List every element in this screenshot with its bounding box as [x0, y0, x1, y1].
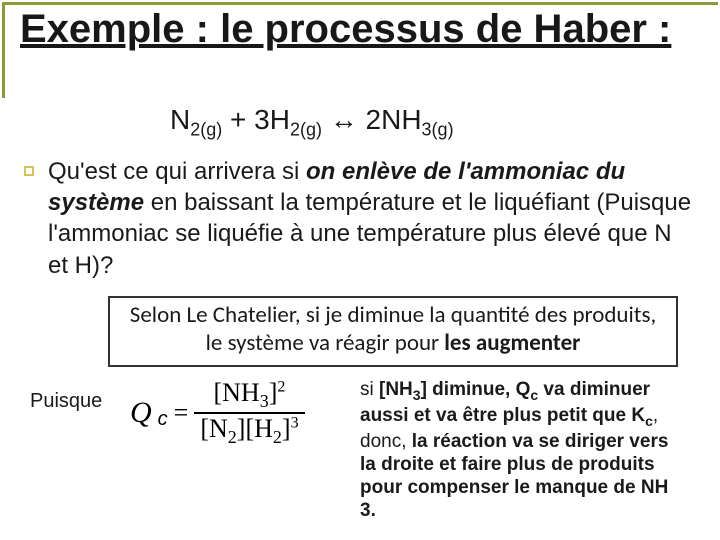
eq-h2-sub: 2(g): [290, 120, 322, 140]
qc-denominator: [N2][H2]3: [194, 412, 304, 448]
expl-b1-close: ] diminue, Q: [421, 379, 531, 400]
qc-expression: Qc = [NH3]2 [N2][H2]3: [130, 378, 360, 448]
qc-sub: c: [158, 408, 168, 431]
title-area: Exemple : le processus de Haber :: [20, 6, 700, 52]
lechatelier-callout: Selon Le Chatelier, si je diminue la qua…: [108, 296, 678, 367]
explanation-text: si [NH3] diminue, Qc va diminuer aussi e…: [360, 378, 680, 522]
qc-numerator: [NH3]2: [194, 378, 304, 412]
den-h-sup: 3: [291, 415, 299, 432]
qc-fraction: [NH3]2 [N2][H2]3: [194, 378, 304, 448]
expl-qc-sub: c: [530, 387, 538, 403]
expl-pre: si: [360, 379, 379, 400]
expl-b1-sub: 3: [413, 387, 421, 403]
num-sup2: 2: [277, 378, 285, 395]
den-n: [N: [200, 414, 227, 443]
eq-plus-h2: + 3H: [222, 104, 290, 135]
num-nh: [NH: [214, 378, 260, 407]
eq-arrow-nh3: ↔ 2NH: [322, 104, 422, 135]
qc-Q: Q: [130, 396, 152, 430]
q-pre: Qu'est ce qui arrivera si: [48, 158, 306, 185]
num-sub3: 3: [260, 391, 269, 411]
den-h-sub: 2: [273, 427, 282, 447]
puisque-label: Puisque: [30, 378, 130, 413]
bullet-icon: [24, 166, 34, 176]
expl-b1: [NH: [379, 379, 413, 400]
reaction-equation: N2(g) + 3H2(g) ↔ 2NH3(g): [170, 104, 590, 141]
q-post: en baissant la température et le liquéfi…: [48, 189, 691, 278]
callout-bold: les augmenter: [444, 329, 580, 357]
qc-equals: =: [174, 398, 189, 428]
question-block: Qu'est ce qui arrivera si on enlève de l…: [24, 156, 692, 281]
expl-kc-sub: c: [645, 413, 653, 429]
eq-n2-sub: 2(g): [190, 120, 222, 140]
question-text: Qu'est ce qui arrivera si on enlève de l…: [48, 156, 692, 281]
eq-nh3-sub: 3(g): [422, 120, 454, 140]
eq-n2: N: [170, 104, 190, 135]
lower-row: Puisque Qc = [NH3]2 [N2][H2]3 si [NH3] d…: [30, 378, 700, 522]
slide-title: Exemple : le processus de Haber :: [20, 6, 700, 52]
den-n-sub: 2: [228, 427, 237, 447]
den-h: [H: [245, 414, 272, 443]
den-h-close: ]: [282, 414, 291, 443]
